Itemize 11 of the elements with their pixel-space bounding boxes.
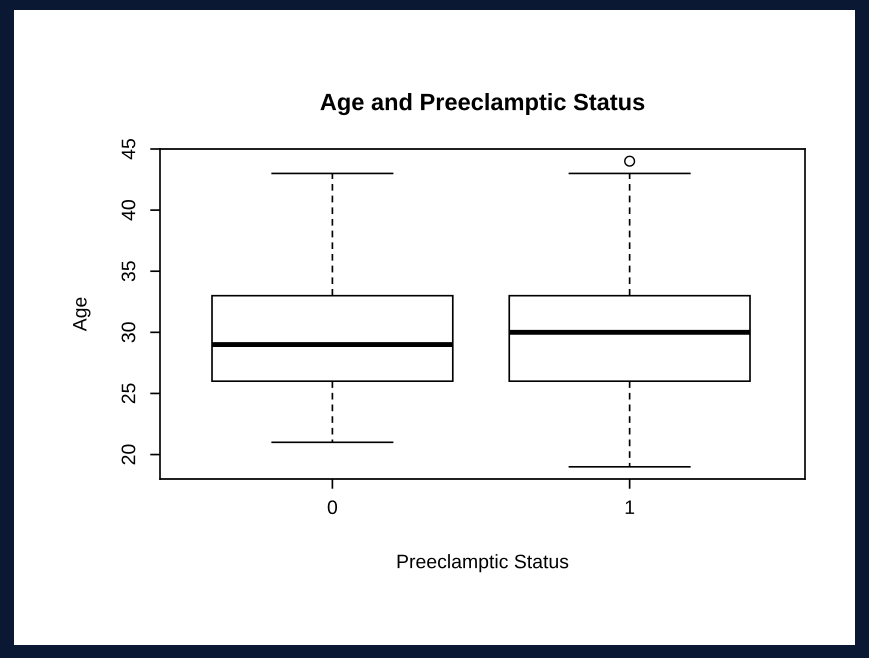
y-tick-label: 45 [122,139,136,160]
chart-title: Age and Preeclamptic Status [320,93,644,116]
y-tick-label: 25 [122,383,136,404]
y-tick-label: 30 [122,322,136,342]
y-tick-label: 20 [122,444,136,464]
y-axis-title: Age [73,298,90,332]
x-axis-title: Preeclamptic Status [398,554,568,572]
y-tick-label: 40 [122,200,136,220]
y-tick-label: 35 [122,261,136,282]
x-tick-label: 1 [626,500,634,514]
x-tick-label: 0 [328,500,338,514]
